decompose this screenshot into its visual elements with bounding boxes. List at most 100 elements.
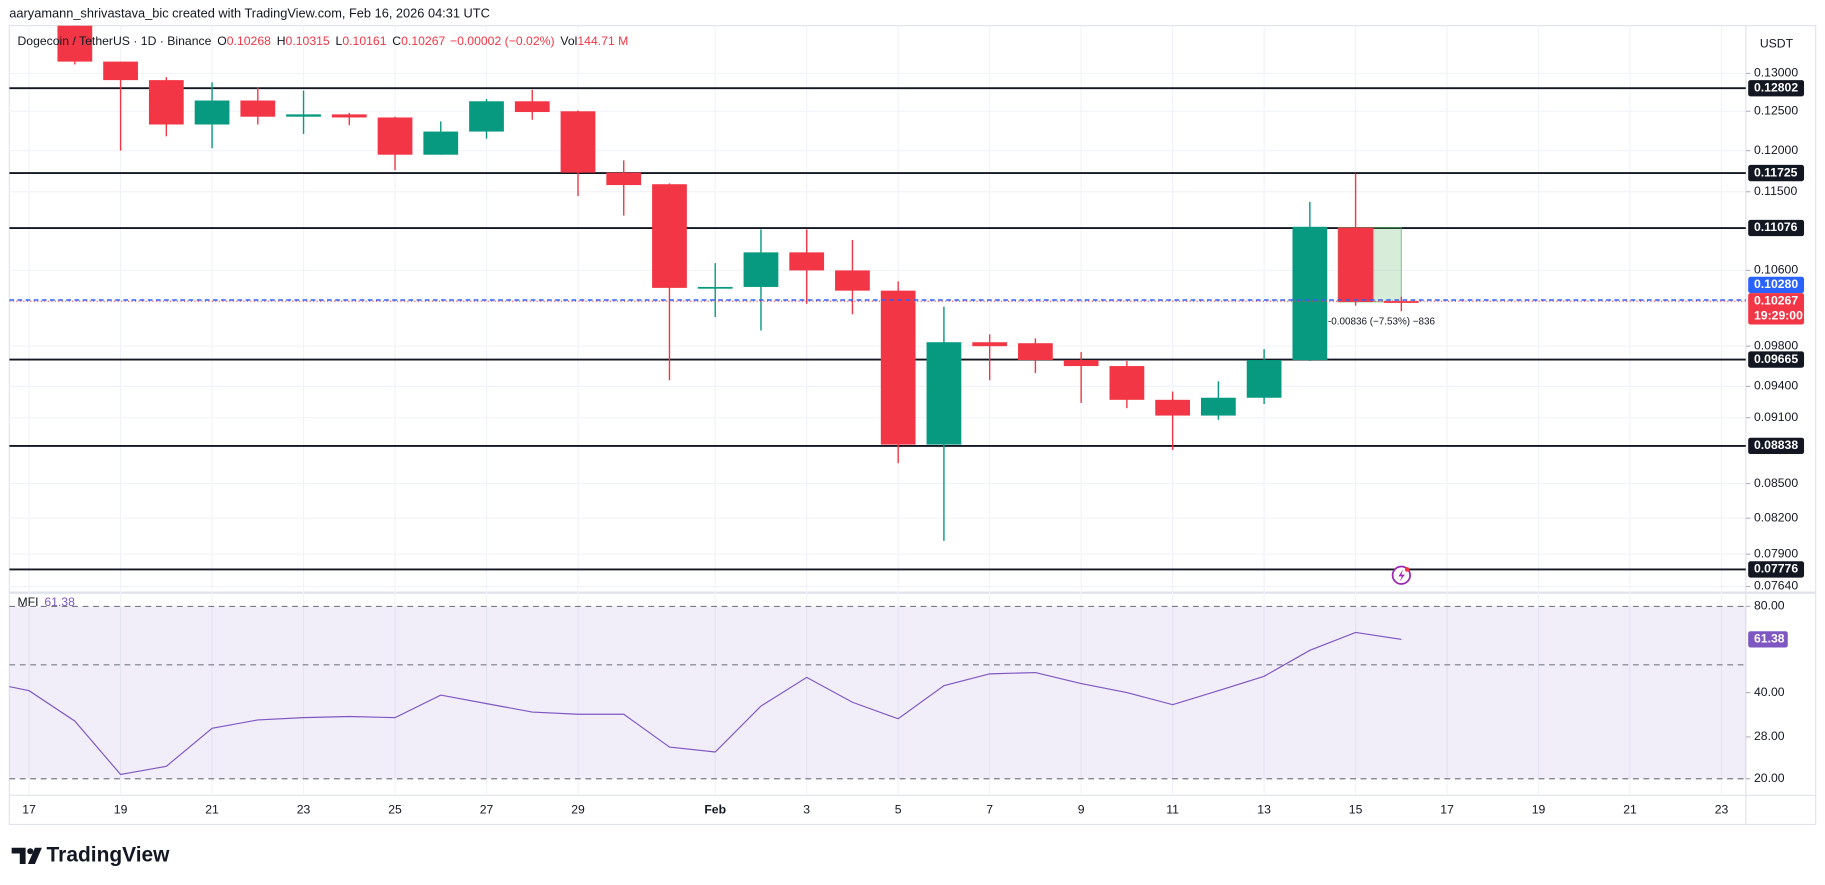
candle-body	[469, 101, 504, 132]
level-label: 0.09665	[1754, 352, 1798, 366]
x-tick-label: 7	[986, 803, 993, 817]
candle-body	[880, 290, 916, 445]
candle-body	[148, 80, 184, 125]
candle-body	[1292, 226, 1328, 361]
candle-body	[1200, 397, 1236, 416]
legend-change: −0.00002 (−0.02%)	[450, 34, 555, 48]
candle-body	[1338, 227, 1373, 302]
x-tick-label: 13	[1257, 803, 1271, 817]
level-label-box	[1748, 437, 1805, 455]
candle-body	[606, 172, 642, 186]
level-label: 0.08838	[1754, 438, 1798, 452]
candle-body	[972, 342, 1008, 347]
y-tick-label: 0.08200	[1754, 510, 1798, 524]
x-tick-label: 15	[1349, 803, 1363, 817]
axis-layer: 17 19 21 23 25 27 29 Feb 3 5 7 9 11 13 15 17 19 21 23 0.130…	[17, 34, 1805, 817]
legend-title: Dogecoin / TetherUS · 1D · Binance	[17, 34, 211, 48]
mfi-legend-value: 61.38	[44, 595, 75, 609]
candle-body	[1018, 343, 1053, 361]
candle-body	[1246, 360, 1282, 398]
candle-body	[743, 252, 779, 287]
brand-logo: TradingView	[11, 843, 171, 866]
y-tick-label: 80.00	[1754, 599, 1785, 613]
level-label-box	[1748, 80, 1805, 97]
candle-body	[926, 342, 962, 445]
x-tick-label: 21	[205, 803, 219, 817]
band-fill	[9, 606, 1746, 779]
candle-body	[560, 111, 596, 173]
x-tick-label: 17	[22, 803, 36, 817]
candle-body	[331, 114, 367, 118]
logo-mark-3	[27, 847, 42, 865]
level-label-box	[1748, 351, 1805, 368]
legend-value: 0.10315	[286, 34, 330, 48]
mfi-legend: MFI 61.38	[17, 595, 75, 609]
candle-body	[194, 100, 230, 125]
axis-unit: USDT	[1760, 36, 1794, 50]
candle-body	[1155, 399, 1191, 416]
y-tick-label: 0.12000	[1754, 143, 1798, 157]
candle-body	[423, 131, 459, 155]
logo-mark-2	[27, 848, 34, 855]
reference-price-box	[1748, 276, 1805, 294]
x-tick-label: 25	[388, 803, 402, 817]
countdown: 19:29:00	[1754, 309, 1803, 323]
legend-key: H	[277, 34, 286, 48]
y-tick-label: 0.09400	[1754, 379, 1798, 393]
candle-body	[1063, 360, 1099, 367]
level-label-box	[1748, 164, 1805, 182]
x-tick-label: 23	[1715, 803, 1729, 817]
y-tick-label: 40.00	[1754, 685, 1785, 699]
level-label-box	[1748, 561, 1805, 578]
mfi-legend-title: MFI	[17, 595, 38, 609]
level-label: 0.07776	[1754, 562, 1798, 576]
legend-key: O	[217, 34, 227, 48]
level-label: 0.11725	[1754, 165, 1798, 179]
legend-volume-key: Vol	[560, 34, 577, 48]
candle-body	[835, 270, 870, 291]
logo-mark-1	[11, 847, 26, 865]
y-tick-label: 0.13000	[1754, 66, 1798, 80]
x-tick-label: 23	[297, 803, 311, 817]
candle-body	[789, 252, 825, 271]
candle-body	[377, 117, 413, 155]
mfi-pane	[9, 605, 1746, 780]
frame	[8, 25, 1817, 826]
legend: Dogecoin / TetherUS · 1D · Binance O 0.102…	[17, 34, 628, 48]
y-tick-label: 0.11500	[1754, 184, 1797, 198]
alert-bolt	[1398, 569, 1405, 582]
mfi-value-box	[1748, 631, 1788, 648]
last-price-label: 0.10267	[1754, 293, 1798, 307]
mfi-line	[9, 631, 1402, 776]
measure-label: -0.00836 (−7.53%) −836	[1328, 316, 1436, 327]
candle-body	[514, 101, 550, 113]
y-tick-label: 0.09100	[1754, 410, 1798, 424]
legend-volume: 144.71 M	[577, 34, 628, 48]
x-tick-label: 19	[114, 803, 128, 817]
y-tick-label: 0.10600	[1754, 263, 1798, 277]
last-price-box	[1748, 293, 1805, 325]
x-tick-label: 21	[1623, 803, 1637, 817]
legend-value: 0.10267	[401, 34, 445, 48]
y-tick-label: 0.07640	[1754, 579, 1798, 593]
y-tick-label: 0.07900	[1754, 546, 1798, 560]
x-tick-label: 19	[1532, 803, 1546, 817]
level-label: 0.11076	[1754, 220, 1798, 234]
candle-body	[57, 25, 93, 62]
legend-key: L	[336, 34, 343, 48]
y-tick-label: 20.00	[1754, 771, 1785, 785]
candle-body	[652, 184, 687, 288]
candle-body	[240, 100, 276, 117]
candle-body	[1383, 301, 1419, 303]
candle-body	[1109, 366, 1145, 400]
y-tick-label: 0.09800	[1754, 338, 1798, 352]
brand-name: TradingView	[47, 843, 171, 866]
candle-body	[103, 61, 138, 81]
x-tick-label: 17	[1440, 803, 1454, 817]
level-label-box	[1748, 219, 1805, 237]
x-tick-label: 9	[1078, 803, 1085, 817]
x-tick-label: 27	[480, 803, 494, 817]
main-pane: -0.00836 (−7.53%) −836	[9, 25, 1746, 571]
